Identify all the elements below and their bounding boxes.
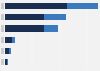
Bar bbox=[44, 25, 58, 32]
Bar bbox=[5, 48, 9, 54]
Bar bbox=[44, 14, 66, 20]
Bar bbox=[12, 37, 15, 43]
Bar bbox=[5, 25, 44, 32]
Bar bbox=[1, 14, 4, 20]
Bar bbox=[1, 3, 4, 9]
Bar bbox=[5, 59, 7, 65]
Bar bbox=[5, 37, 12, 43]
Bar bbox=[1, 37, 4, 43]
Bar bbox=[9, 48, 11, 54]
Bar bbox=[1, 25, 4, 32]
Bar bbox=[5, 14, 44, 20]
Bar bbox=[67, 3, 98, 9]
Bar bbox=[1, 59, 4, 65]
Bar bbox=[1, 48, 4, 54]
Bar bbox=[7, 59, 8, 65]
Bar bbox=[5, 3, 67, 9]
